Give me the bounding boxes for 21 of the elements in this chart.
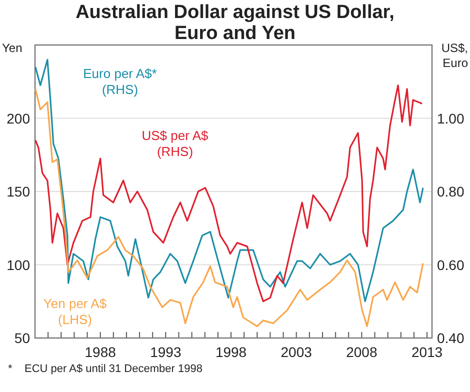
y2-tick-label: 0.80 <box>437 184 464 200</box>
text: * ECU per A$ until 31 December 1998 <box>8 363 202 375</box>
x-tick-label: 2013 <box>411 344 443 360</box>
y-tick-label: 150 <box>6 184 30 200</box>
y2-axis-title: US$, Euro <box>441 41 468 70</box>
y-tick-label: 200 <box>6 110 30 126</box>
chart-title: Australian Dollar against US Dollar, Euro and Yen <box>76 2 394 44</box>
text: US$ per A$ (RHS) <box>142 128 210 159</box>
x-tick-label: 1998 <box>215 344 247 360</box>
y-axis-title: Yen <box>2 41 22 55</box>
x-tick-label: 2008 <box>346 344 378 360</box>
text: Yen per A$ (LHS) <box>43 296 108 327</box>
y2-tick-label: 1.00 <box>437 110 464 126</box>
y2-tick-label: 0.40 <box>437 330 464 346</box>
x-tick-label: 1988 <box>84 344 116 360</box>
y-tick-label: 100 <box>6 256 30 273</box>
text: Euro per A$* (RHS) <box>83 66 157 97</box>
y2-tick-label: 0.60 <box>437 256 464 273</box>
x-tick-label: 2003 <box>280 344 312 360</box>
y-tick-label: 50 <box>14 330 30 346</box>
x-tick-label: 1993 <box>150 344 182 360</box>
